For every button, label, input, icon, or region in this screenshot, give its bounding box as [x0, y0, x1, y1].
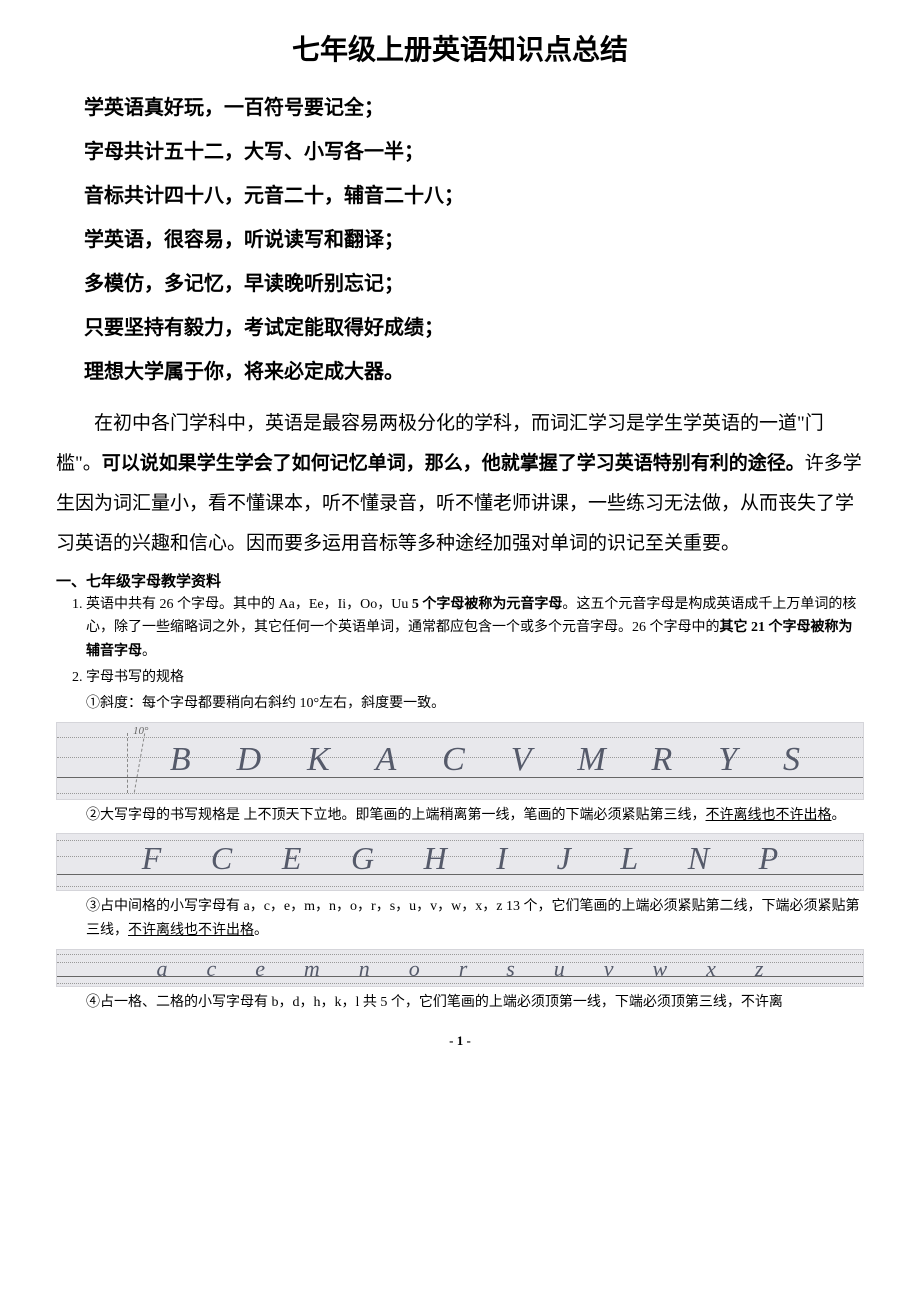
- rule-bold: a，c，e，m，n，o，r，s，u，v，w，x，z: [244, 899, 503, 914]
- item-text: 1. 英语中共有 26 个字母。其中的 Aa，Ee，Ii，Oo，Uu: [72, 597, 412, 612]
- ruled-line: [57, 886, 863, 887]
- poem-line: 多模仿，多记忆，早读晚听别忘记；: [56, 262, 864, 306]
- poem-line: 学英语真好玩，一百符号要记全；: [56, 86, 864, 130]
- letter: J: [557, 840, 571, 877]
- item-bold: 5 个字母被称为元音字母: [412, 597, 563, 612]
- rule-post: 。: [832, 808, 846, 823]
- letter: v: [604, 956, 614, 982]
- rule-pre: ③占中间格的小写字母有: [86, 899, 244, 914]
- list-item: 2. 字母书写的规格: [56, 666, 864, 690]
- letter: K: [307, 741, 330, 779]
- letter: s: [506, 956, 515, 982]
- rule-post: 。: [254, 923, 268, 938]
- rule-text: ②大写字母的书写规格是 上不顶天下立地。即笔画的上端稍离第一线，笔画的下端必须紧…: [56, 804, 864, 828]
- letter: z: [755, 956, 764, 982]
- item-text: 。: [142, 644, 156, 659]
- letter-row: F C E G H I J L N P: [57, 840, 863, 877]
- letter: I: [496, 840, 507, 877]
- letter: D: [237, 741, 262, 779]
- letter: n: [359, 956, 370, 982]
- letter: V: [511, 741, 532, 779]
- page-number: - 1 -: [56, 1033, 864, 1049]
- letter: r: [459, 956, 468, 982]
- letter: M: [577, 741, 605, 779]
- poem-line: 理想大学属于你，将来必定成大器。: [56, 350, 864, 394]
- letter-row: B D K A C V M R Y S: [57, 741, 863, 779]
- angle-label: 10°: [133, 725, 148, 737]
- letter: C: [211, 840, 232, 877]
- letter: c: [206, 956, 216, 982]
- letter: P: [759, 840, 779, 877]
- letter: x: [706, 956, 716, 982]
- letter: N: [688, 840, 709, 877]
- letter: C: [442, 741, 465, 779]
- letter: Y: [718, 741, 737, 779]
- letter: o: [409, 956, 420, 982]
- section-heading: 一、七年级字母教学资料: [56, 570, 864, 591]
- rule-underline: 不许离线也不许出格: [706, 808, 832, 823]
- letter: F: [142, 840, 162, 877]
- poem-line: 音标共计四十八，元音二十，辅音二十八；: [56, 174, 864, 218]
- letter: e: [255, 956, 265, 982]
- letter: a: [156, 956, 167, 982]
- rule-pre: ②大写字母的书写规格是 上不顶天下立地。即笔画的上端稍离第一线，笔画的下端必须紧…: [86, 808, 706, 823]
- list-item: 1. 英语中共有 26 个字母。其中的 Aa，Ee，Ii，Oo，Uu 5 个字母…: [56, 593, 864, 664]
- intro-paragraph: 在初中各门学科中，英语是最容易两极分化的学科，而词汇学习是学生学英语的一道"门槛…: [56, 404, 864, 564]
- letter: A: [376, 741, 397, 779]
- handwriting-strip: F C E G H I J L N P: [56, 833, 864, 891]
- handwriting-strip: 10° B D K A C V M R Y S: [56, 722, 864, 800]
- letter-row: a c e m n o r s u v w x z: [57, 956, 863, 982]
- poem-line: 学英语，很容易，听说读写和翻译；: [56, 218, 864, 262]
- ruled-line: [57, 793, 863, 794]
- letter: u: [554, 956, 565, 982]
- intro-bold: 可以说如果学生学会了如何记忆单词，那么，他就掌握了学习英语特别有利的途径。: [102, 453, 805, 474]
- poem-line: 只要坚持有毅力，考试定能取得好成绩；: [56, 306, 864, 350]
- letter: H: [424, 840, 447, 877]
- letter: w: [652, 956, 667, 982]
- letter: m: [304, 956, 320, 982]
- rule-text: ③占中间格的小写字母有 a，c，e，m，n，o，r，s，u，v，w，x，z 13…: [56, 895, 864, 943]
- letter: S: [783, 741, 800, 779]
- handwriting-strip: a c e m n o r s u v w x z: [56, 949, 864, 987]
- letter: G: [351, 840, 374, 877]
- letter: B: [170, 741, 191, 779]
- letter: E: [282, 840, 302, 877]
- ruled-line: [57, 737, 863, 738]
- rule-text: ①斜度：每个字母都要稍向右斜约 10°左右，斜度要一致。: [56, 692, 864, 716]
- page-title: 七年级上册英语知识点总结: [56, 28, 864, 68]
- poem-line: 字母共计五十二，大写、小写各一半；: [56, 130, 864, 174]
- letter: R: [652, 741, 673, 779]
- rule-underline: 不许离线也不许出格: [128, 923, 254, 938]
- rule-text: ④占一格、二格的小写字母有 b，d，h，k，l 共 5 个，它们笔画的上端必须顶…: [56, 991, 864, 1015]
- letter: L: [620, 840, 638, 877]
- ruled-line: [57, 983, 863, 984]
- ruled-line: [57, 954, 863, 955]
